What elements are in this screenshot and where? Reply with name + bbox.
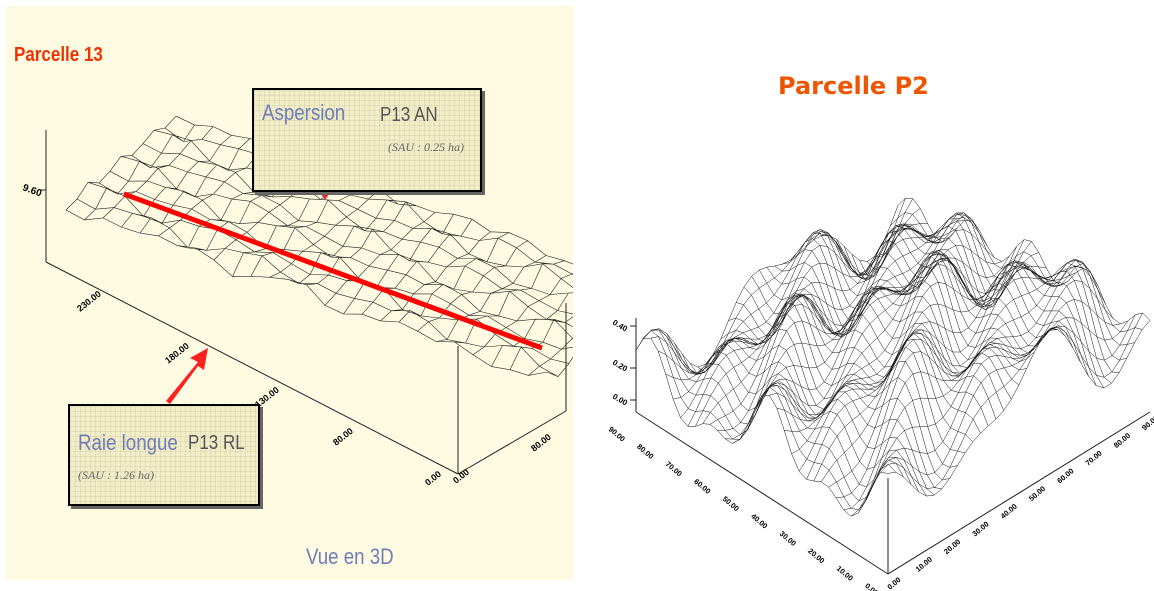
left-panel: Parcelle 13 9.60 230.00 180.00 130.00 80… <box>6 6 573 580</box>
left-3d-plot: 9.60 230.00 180.00 130.00 80.00 0.00 0.0… <box>21 115 573 488</box>
right-right-axis-tick: 50.00 <box>1027 484 1047 503</box>
right-left-axis-tick: 20.00 <box>806 546 826 565</box>
raie-longue-label: Raie longue <box>78 430 178 455</box>
right-right-axis-tick: 40.00 <box>999 502 1019 521</box>
right-left-axis-ticks: 90.00 80.00 70.00 60.00 50.00 40.00 30.00 20.00… <box>607 425 880 591</box>
right-right-axis-tick: 10.00 <box>914 555 934 574</box>
left-title: Parcelle 13 <box>14 44 103 66</box>
raie-longue-sau: (SAU : 1.26 ha) <box>78 468 154 482</box>
right-surface-mesh <box>635 197 1151 517</box>
right-z-tick: 0.20 <box>611 358 629 374</box>
right-left-axis-tick: 60.00 <box>692 477 712 496</box>
left-plot-axes <box>40 130 567 475</box>
right-z-tick: 0.40 <box>611 318 629 334</box>
right-z-tick: 0.00 <box>611 392 629 408</box>
right-plot-axes <box>630 318 1151 575</box>
right-left-axis-tick: 30.00 <box>778 529 798 548</box>
right-left-axis-tick: 90.00 <box>607 425 627 444</box>
right-right-axis-tick: 90.00 <box>1140 413 1154 432</box>
right-left-axis-tick: 10.00 <box>835 564 855 583</box>
right-right-axis-tick: 0.00 <box>886 575 903 591</box>
left-surface-mesh <box>65 115 573 377</box>
raie-longue-code: P13 RL <box>188 432 245 454</box>
right-left-axis-tick: 50.00 <box>721 494 741 513</box>
view-3d-label: Vue en 3D <box>306 544 394 569</box>
right-right-axis-tick: 30.00 <box>970 519 990 538</box>
aspersion-label: Aspersion <box>262 100 346 125</box>
aspersion-code: P13 AN <box>380 104 438 126</box>
aspersion-box: Aspersion P13 AN (SAU : 0.25 ha) <box>252 88 482 192</box>
left-marker-line <box>123 191 543 351</box>
right-title: Parcelle P2 <box>778 72 929 100</box>
right-left-axis-tick: 0.00 <box>863 581 880 591</box>
right-right-axis-tick: 20.00 <box>942 537 962 556</box>
right-left-axis-tick: 70.00 <box>664 459 684 478</box>
right-left-axis-tick: 40.00 <box>749 512 769 531</box>
raie-longue-box: Raie longue P13 RL (SAU : 1.26 ha) <box>68 404 260 506</box>
raie-arrow-icon <box>166 348 208 404</box>
right-left-axis-tick: 80.00 <box>635 442 655 461</box>
aspersion-sau: (SAU : 0.25 ha) <box>388 140 464 154</box>
right-right-axis-ticks: 0.0010.0020.0030.0040.0050.0060.0070.008… <box>886 413 1154 591</box>
